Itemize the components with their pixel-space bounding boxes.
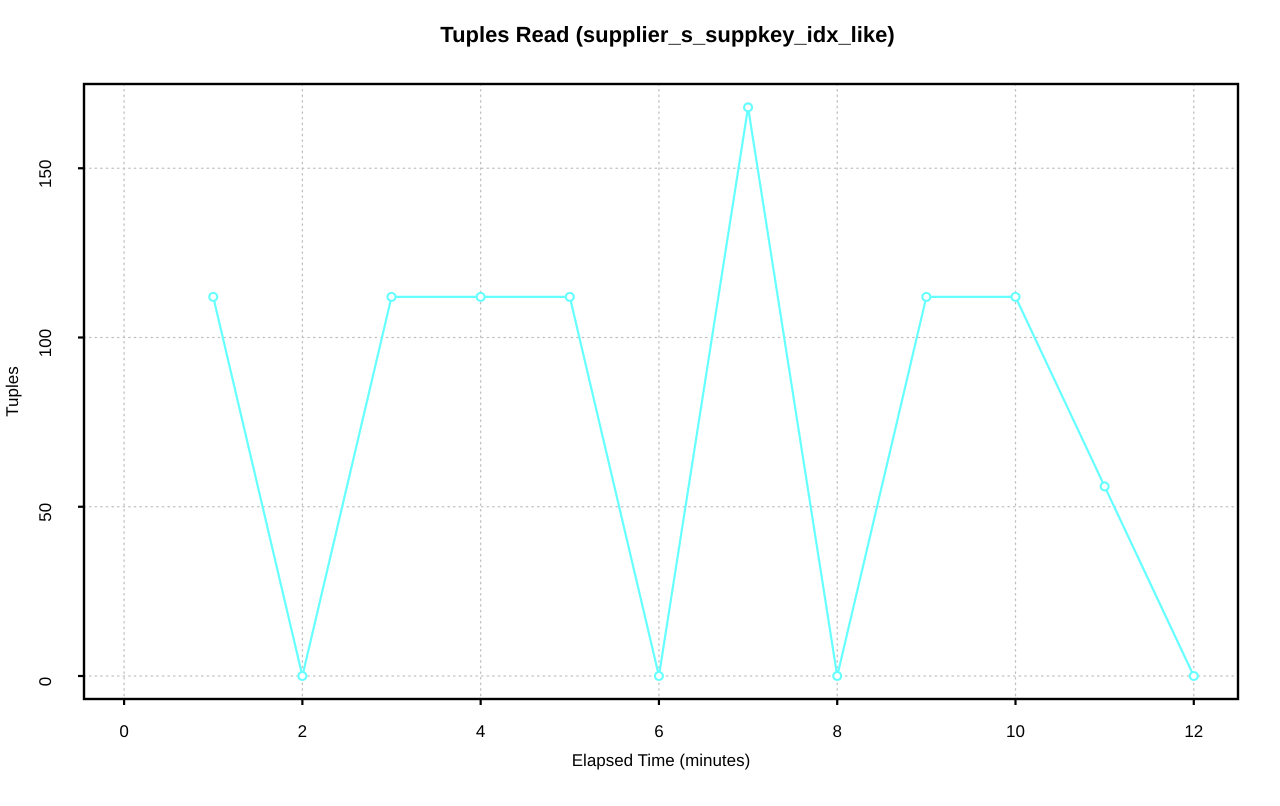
svg-text:6: 6 [654, 722, 663, 741]
svg-text:4: 4 [476, 722, 485, 741]
svg-text:Elapsed Time (minutes): Elapsed Time (minutes) [572, 751, 751, 770]
svg-text:Tuples Read (supplier_s_suppke: Tuples Read (supplier_s_suppkey_idx_like… [440, 22, 894, 47]
svg-text:150: 150 [36, 160, 55, 188]
svg-text:0: 0 [36, 677, 55, 686]
svg-text:0: 0 [119, 722, 128, 741]
svg-text:50: 50 [36, 503, 55, 522]
svg-text:Tuples: Tuples [3, 366, 22, 416]
svg-text:10: 10 [1006, 722, 1025, 741]
svg-text:100: 100 [36, 329, 55, 357]
svg-text:8: 8 [832, 722, 841, 741]
svg-text:12: 12 [1184, 722, 1203, 741]
svg-text:2: 2 [298, 722, 307, 741]
